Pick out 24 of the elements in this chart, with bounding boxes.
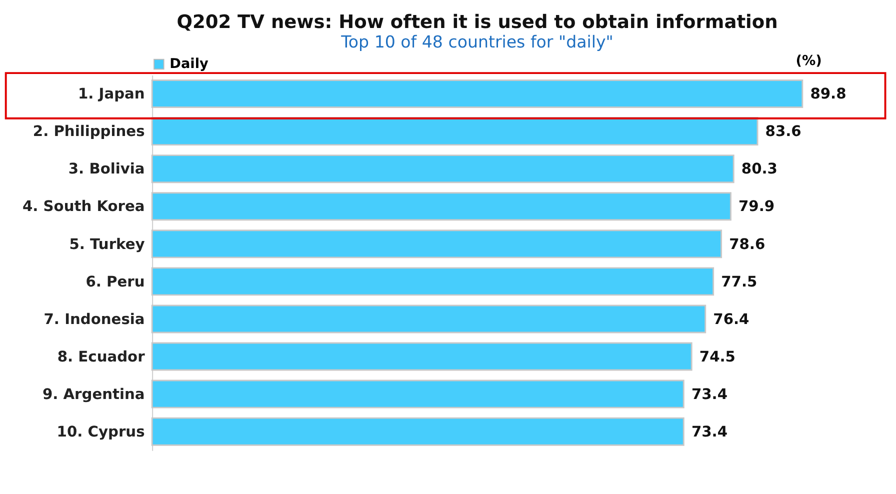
y-tick-label: 7. Indonesia	[44, 310, 145, 328]
data-label: 76.4	[713, 310, 750, 328]
data-label: 77.5	[721, 273, 758, 290]
data-label: 73.4	[691, 386, 728, 403]
y-tick-label: 1. Japan	[78, 86, 145, 103]
y-tick-label: 10. Cyprus	[56, 423, 145, 440]
y-tick-label: 5. Turkey	[69, 236, 146, 253]
legend-label: Daily	[170, 56, 208, 72]
y-tick-label: 9. Argentina	[42, 386, 145, 403]
chart-title: Q202 TV news: How often it is used to obtain information	[176, 12, 778, 34]
y-tick-label: 2. Philippines	[32, 123, 145, 140]
data-label: 79.9	[738, 198, 775, 216]
y-tick-label: 6. Peru	[86, 273, 145, 290]
data-label: 78.6	[729, 236, 766, 253]
y-tick-label: 3. Bolivia	[68, 160, 145, 178]
data-label: 83.6	[765, 123, 802, 140]
data-label: 73.4	[691, 423, 728, 440]
chart-subtitle: Top 10 of 48 countries for "daily"	[340, 32, 614, 52]
data-label: 80.3	[741, 160, 778, 178]
y-tick-label: 4. South Korea	[22, 198, 145, 216]
data-label: 89.8	[810, 86, 846, 103]
y-tick-label: 8. Ecuador	[57, 348, 146, 366]
data-label: 74.5	[699, 348, 736, 366]
text: (%)	[796, 53, 822, 70]
